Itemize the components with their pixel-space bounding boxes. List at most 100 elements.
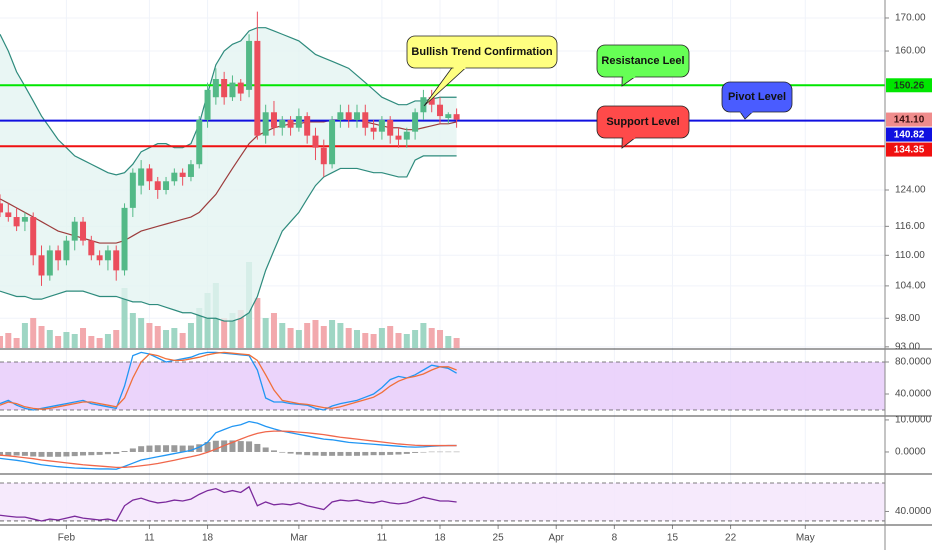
- y-tick-label: 170.00: [895, 13, 926, 24]
- histogram-bar: [353, 451, 360, 456]
- histogram-bar: [295, 451, 302, 455]
- volume-bar: [353, 330, 360, 348]
- band-line: [0, 27, 457, 176]
- volume-bar: [237, 310, 244, 348]
- price-label: 140.82: [894, 130, 925, 141]
- candle-body: [329, 119, 336, 165]
- histogram-bar: [428, 451, 435, 453]
- volume-bar: [312, 320, 319, 348]
- y-tick-label: 116.00: [895, 221, 925, 232]
- volume-bar: [129, 313, 136, 348]
- candle-body: [113, 250, 120, 271]
- x-tick-label: 8: [612, 533, 618, 544]
- volume-bar: [453, 338, 460, 348]
- candle-body: [80, 221, 87, 241]
- volume-bar: [329, 320, 336, 348]
- volume-bar: [80, 328, 87, 348]
- histogram-bar: [187, 445, 194, 452]
- histogram-bar: [129, 448, 136, 452]
- callout-joint: [623, 75, 636, 78]
- volume-bar: [221, 318, 228, 348]
- candle-body: [312, 135, 319, 148]
- callout-text: Pivot Level: [728, 91, 786, 103]
- histogram-bar: [312, 451, 319, 456]
- x-tick-label: 11: [144, 533, 155, 544]
- histogram-bar: [104, 451, 111, 455]
- histogram-bar: [403, 451, 410, 454]
- callout: Resistance Leel: [596, 44, 690, 87]
- candle-body: [353, 112, 360, 120]
- histogram-bar: [96, 451, 103, 455]
- x-tick-label: 18: [434, 533, 446, 544]
- candle-body: [88, 240, 95, 256]
- callout: Bullish Trend Confirmation: [406, 35, 558, 107]
- candle-body: [362, 112, 369, 128]
- volume-bar: [187, 323, 194, 348]
- histogram-bar: [270, 450, 277, 452]
- candle-body: [179, 172, 186, 177]
- histogram-bar: [237, 441, 244, 452]
- candle-body: [0, 203, 3, 213]
- candle-body: [104, 250, 111, 261]
- candle-body: [262, 112, 269, 136]
- candle-body: [370, 127, 377, 132]
- candle-body: [387, 119, 394, 136]
- volume-bar: [121, 288, 128, 348]
- y-tick-label: 124.00: [895, 185, 926, 196]
- histogram-bar: [246, 441, 253, 452]
- volume-bar: [345, 328, 352, 348]
- candle-body: [121, 207, 128, 271]
- y-tick-label: 110.00: [895, 250, 925, 261]
- candle-body: [129, 172, 136, 208]
- histogram-bar: [345, 451, 352, 456]
- volume-bar: [279, 323, 286, 348]
- histogram-bar: [88, 451, 95, 456]
- price-label: 150.26: [894, 80, 925, 91]
- callout-box: [596, 105, 690, 139]
- candle-body: [270, 112, 277, 128]
- candle-body: [204, 89, 211, 120]
- callout-text: Bullish Trend Confirmation: [411, 46, 552, 58]
- histogram-bar: [229, 440, 236, 452]
- candle-body: [237, 82, 244, 94]
- x-tick-label: Feb: [58, 533, 76, 544]
- candle-body: [254, 40, 261, 136]
- price-label-box: [886, 112, 932, 127]
- volume-bar: [55, 336, 62, 348]
- y-tick-label: 40.0000: [895, 506, 932, 517]
- x-tick-label: 11: [377, 533, 388, 544]
- volume-bar: [445, 336, 452, 348]
- indicator-line: [0, 485, 457, 522]
- y-tick-label: 10.0000: [895, 415, 932, 426]
- candle-body: [337, 112, 344, 120]
- price-label-box: [886, 78, 932, 93]
- volume-bar: [5, 333, 12, 348]
- candle-body: [212, 78, 219, 98]
- candle-body: [320, 147, 327, 165]
- callout-joint: [740, 110, 753, 113]
- volume-bar: [229, 313, 236, 348]
- band-line: [0, 155, 457, 322]
- histogram-bar: [420, 451, 427, 453]
- callout-joint: [623, 136, 636, 139]
- candle-body: [420, 97, 427, 113]
- histogram-bar: [46, 451, 53, 457]
- volume-bar: [420, 323, 427, 348]
- candle-body: [246, 40, 253, 90]
- candle-body: [221, 78, 228, 98]
- volume-bar: [30, 318, 37, 348]
- volume-bar: [46, 330, 53, 348]
- volume-bar: [378, 328, 385, 348]
- histogram-bar: [412, 451, 419, 453]
- candle-body: [13, 217, 20, 227]
- volume-bar: [270, 313, 277, 348]
- y-tick-label: 0.0000: [895, 447, 926, 458]
- volume-bar: [154, 326, 161, 348]
- histogram-bar: [163, 445, 170, 452]
- candle-body: [71, 221, 78, 241]
- candle-body: [138, 168, 145, 186]
- callout-box: [596, 44, 690, 78]
- candle-body: [403, 131, 410, 140]
- histogram-bar: [146, 445, 153, 452]
